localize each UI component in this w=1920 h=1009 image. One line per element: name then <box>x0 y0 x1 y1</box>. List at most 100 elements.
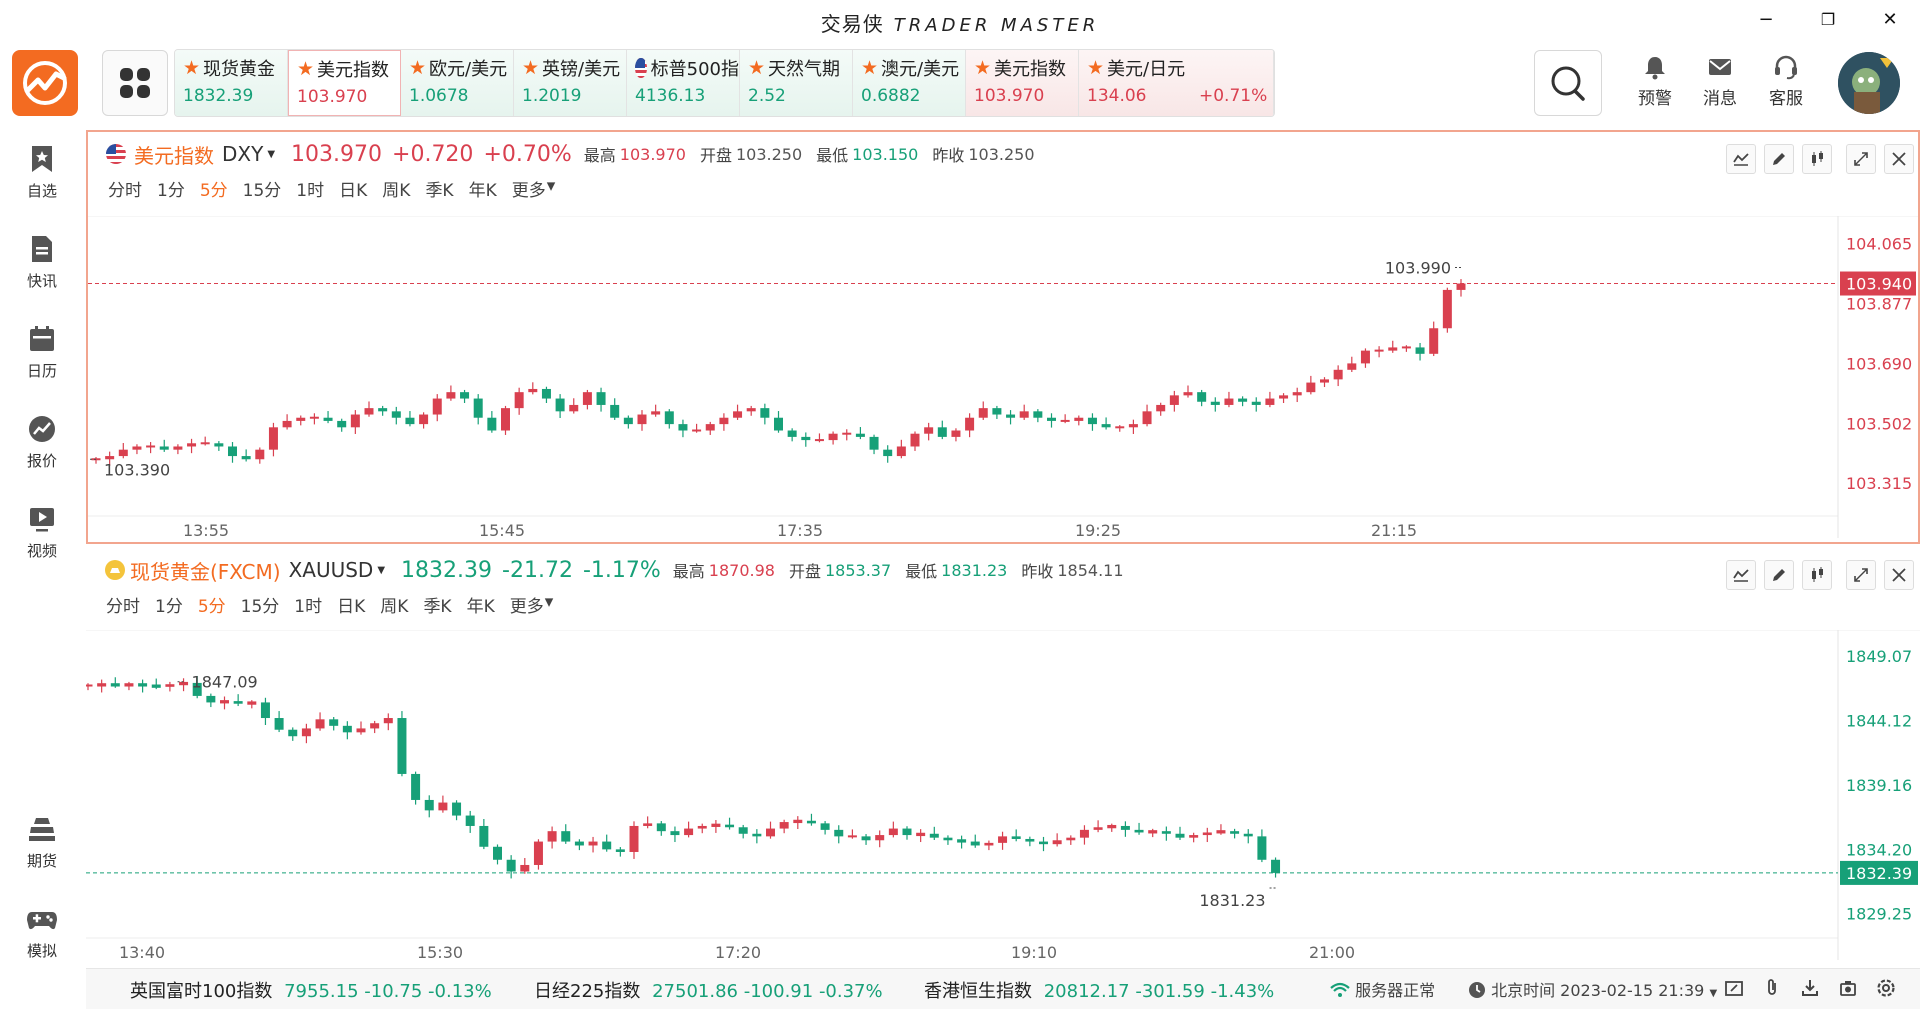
chevron-down-icon[interactable]: ▼ <box>377 564 386 576</box>
sidebar-item-simulate[interactable]: 模拟 <box>0 904 84 961</box>
usd-code[interactable]: DXY <box>222 142 264 166</box>
timeframe-6[interactable]: 周K <box>382 181 411 201</box>
indicator-icon[interactable] <box>1726 560 1756 590</box>
candle-body <box>1456 283 1466 290</box>
candle-body <box>192 682 202 696</box>
candle-body <box>828 433 838 441</box>
candle-body <box>187 443 197 447</box>
restore-button[interactable]: ❐ <box>1820 10 1836 29</box>
ticker-nikkei[interactable]: 日经225指数 27501.86 -100.91 -0.37% <box>534 977 883 1003</box>
candle-body <box>678 424 688 431</box>
timeframe-5[interactable]: 日K <box>339 181 368 201</box>
quote-tab-3[interactable]: ★ 英镑/美元 1.2019 <box>514 50 627 116</box>
alert-label: 预警 <box>1638 89 1672 109</box>
timeframe-3[interactable]: 15分 <box>240 597 280 617</box>
quote-tab-2[interactable]: ★ 欧元/美元 1.0678 <box>401 50 514 116</box>
candle-body <box>1224 398 1234 405</box>
timeframe-3[interactable]: 15分 <box>242 181 282 201</box>
timeframe-4[interactable]: 1时 <box>296 181 325 201</box>
timeframe-5[interactable]: 日K <box>337 597 366 617</box>
star-icon: ★ <box>183 57 201 79</box>
indicator-icon[interactable] <box>1726 144 1756 174</box>
ticker-ftse[interactable]: 英国富时100指数 7955.15 -10.75 -0.13% <box>130 977 492 1003</box>
candle-body <box>670 831 680 836</box>
draw-icon[interactable] <box>1764 144 1794 174</box>
menu-grid-button[interactable] <box>102 50 168 116</box>
timeframe-1[interactable]: 1分 <box>157 181 185 201</box>
candle-body <box>793 819 803 824</box>
candle-type-icon[interactable] <box>1802 560 1832 590</box>
sidebar-item-watchlist[interactable]: 自选 <box>0 144 84 201</box>
screenshot-icon[interactable] <box>1838 978 1858 998</box>
timeframe-2[interactable]: 5分 <box>199 181 228 201</box>
timeframe-2[interactable]: 5分 <box>197 597 226 617</box>
draw-icon[interactable] <box>1764 560 1794 590</box>
candle-body <box>350 414 360 428</box>
timeframe-9[interactable]: 更多 <box>511 181 546 201</box>
timeframe-8[interactable]: 年K <box>468 181 497 201</box>
close-icon[interactable] <box>1884 144 1914 174</box>
quote-tab-8[interactable]: ★ 美元/日元 134.06 +0.71% <box>1079 50 1274 116</box>
candle-type-icon[interactable] <box>1802 144 1832 174</box>
ticker-name: 英国富时100指数 <box>130 981 273 1002</box>
download-icon[interactable] <box>1800 978 1820 998</box>
timeframe-4[interactable]: 1时 <box>294 597 323 617</box>
minimize-button[interactable]: − <box>1758 9 1774 30</box>
gold-price: 1832.39 <box>401 557 493 583</box>
quote-tab-1[interactable]: ★ 美元指数 103.970 <box>288 50 401 116</box>
window-icon[interactable] <box>1724 978 1744 998</box>
timeframe-0[interactable]: 分时 <box>106 597 140 617</box>
timeframe-8[interactable]: 年K <box>466 597 495 617</box>
envelope-icon <box>1709 59 1731 75</box>
usd-candlestick-chart[interactable]: 104.065 103.877 103.690 103.502 103.315 13:55… <box>88 216 1918 542</box>
beijing-time[interactable]: 北京时间 2023-02-15 21:39 ▼ <box>1468 977 1717 1001</box>
search-button[interactable] <box>1534 50 1602 116</box>
candle-body <box>602 841 612 850</box>
timeframe-6[interactable]: 周K <box>380 597 409 617</box>
quote-tab-4[interactable]: 标普500指 4136.13 <box>627 50 740 116</box>
ticker-change: -100.91 <box>743 981 814 1002</box>
quote-tab-0[interactable]: ★ 现货黄金 1832.39 <box>175 50 288 116</box>
candle-body <box>883 449 893 457</box>
candle-body <box>733 411 743 418</box>
settings-icon[interactable] <box>1876 978 1896 998</box>
ticker-price: 27501.86 <box>652 981 738 1002</box>
service-button[interactable]: 客服 <box>1756 54 1816 109</box>
quote-tab-7[interactable]: ★ 美元指数 103.970 <box>966 50 1079 116</box>
ticker-hsi[interactable]: 香港恒生指数 20812.17 -301.59 -1.43% <box>924 977 1274 1003</box>
candle-body <box>1066 837 1076 841</box>
candle-body <box>957 839 967 843</box>
avatar[interactable] <box>1838 52 1900 114</box>
timeframe-7[interactable]: 季K <box>425 181 454 201</box>
chevron-down-icon[interactable]: ▼ <box>267 148 276 160</box>
candle-body <box>869 436 879 450</box>
usd-index-chart-panel[interactable]: 美元指数 DXY ▼ 103.970 +0.720 +0.70% 最高 103.… <box>86 130 1920 544</box>
timeframe-7[interactable]: 季K <box>423 597 452 617</box>
expand-icon[interactable] <box>1846 144 1876 174</box>
close-icon[interactable] <box>1884 560 1914 590</box>
message-button[interactable]: 消息 <box>1690 54 1750 109</box>
sidebar-item-futures[interactable]: 期货 <box>0 814 84 871</box>
quote-tab-6[interactable]: ★ 澳元/美元 0.6882 <box>853 50 966 116</box>
sidebar-item-news[interactable]: 快讯 <box>0 234 84 291</box>
sidebar-item-calendar[interactable]: 日历 <box>0 324 84 381</box>
gold-chart-panel[interactable]: 现货黄金(FXCM) XAUUSD ▼ 1832.39 -21.72 -1.17… <box>86 548 1920 968</box>
expand-icon[interactable] <box>1846 560 1876 590</box>
alert-button[interactable]: 预警 <box>1625 54 1685 109</box>
timeframe-1[interactable]: 1分 <box>155 597 183 617</box>
sidebar-item-quote[interactable]: 报价 <box>0 414 84 471</box>
candle-body <box>965 417 975 431</box>
server-status-text: 服务器正常 <box>1355 981 1436 1000</box>
sidebar-item-label: 报价 <box>26 452 57 470</box>
quote-tab-price: 2.52 <box>748 86 786 106</box>
timeframe-9[interactable]: 更多 <box>509 597 544 617</box>
quote-tab-5[interactable]: ★ 天然气期 2.52 <box>740 50 853 116</box>
title-bar: 交易侠 TRADER MASTER − ❐ ✕ <box>0 0 1920 42</box>
gold-candlestick-chart[interactable]: 1849.07 1844.12 1839.16 1834.20 1829.25 13:40… <box>86 630 1920 968</box>
sidebar-item-video[interactable]: 视频 <box>0 504 84 561</box>
attachment-icon[interactable] <box>1762 978 1782 998</box>
close-button[interactable]: ✕ <box>1882 9 1898 30</box>
gold-code[interactable]: XAUUSD <box>288 558 374 582</box>
timeframe-0[interactable]: 分时 <box>108 181 142 201</box>
app-logo[interactable] <box>12 50 78 116</box>
